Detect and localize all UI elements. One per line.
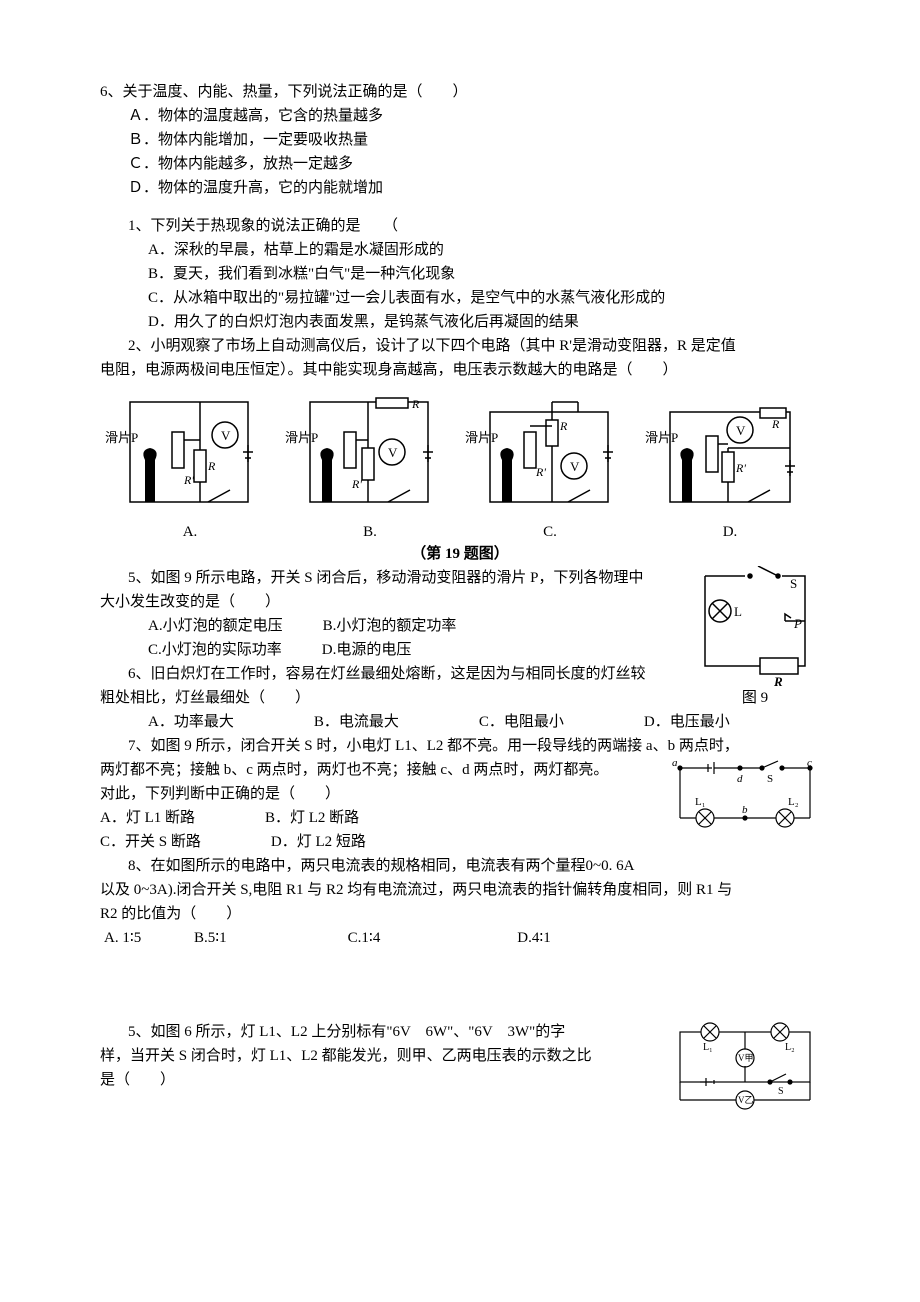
q8-l2: 以及 0~3A).闭合开关 S,电阻 R1 与 R2 均有电流流过，两只电流表的… xyxy=(100,878,820,902)
r-label: R xyxy=(771,417,780,431)
slider-label: 滑片P xyxy=(465,430,498,445)
q2-label-d: D. xyxy=(640,520,820,544)
q7-a-node: a xyxy=(672,758,678,769)
q7-c-node: c xyxy=(807,758,812,769)
q2-label-a: A. xyxy=(100,520,280,544)
q6-c: Ｃ．物体内能越多，放热一定越多 xyxy=(100,152,820,176)
q1-stem: 1、下列关于热现象的说法正确的是 （ xyxy=(100,214,820,238)
q1-c: C．从冰箱中取出的"易拉罐"过一会儿表面有水，是空气中的水蒸气液化形成的 xyxy=(100,286,820,310)
q5a-l2: 大小发生改变的是（ ） xyxy=(100,590,680,614)
q5a-d: D.电源的电压 xyxy=(322,638,412,662)
fig9: S L P R 图 9 xyxy=(690,566,820,710)
q7-l2: 两灯都不亮；接触 b、c 两点时，两灯也不亮；接触 c、d 两点时，两灯都亮。 xyxy=(100,758,660,782)
q2-fig-d: 滑片P R V R' D. xyxy=(640,390,820,544)
q6b-l1: 6、旧白炽灯在工作时，容易在灯丝最细处熔断，这是因为与相同长度的灯丝较 xyxy=(100,662,680,686)
q7-a: A．灯 L1 断路 xyxy=(100,806,195,830)
q2-l1: 2、小明观察了市场上自动测高仪后，设计了以下四个电路（其中 R'是滑动变阻器，R… xyxy=(100,334,820,358)
circuit-b-svg: 滑片P R V R' xyxy=(280,390,440,520)
q5a-a: A.小灯泡的额定电压 xyxy=(148,614,283,638)
q8-l1: 8、在如图所示的电路中，两只电流表的规格相同，电流表有两个量程0~0. 6A xyxy=(100,854,820,878)
q2-l2: 电阻，电源两极间电压恒定）。其中能实现身高越高，电压表示数越大的电路是（ ） xyxy=(100,358,820,382)
v-label: V xyxy=(388,445,398,460)
q8-d: D.4∶1 xyxy=(464,926,604,950)
q6-stem: 6、关于温度、内能、热量，下列说法正确的是（ ） xyxy=(100,80,820,104)
circuit-a-svg: 滑片P V R R' xyxy=(100,390,260,520)
rp-label: R' xyxy=(735,461,746,475)
q8-b: B.5∶1 xyxy=(194,926,264,950)
q7-l2-node: L₂ xyxy=(788,796,799,808)
q5a-c: C.小灯泡的实际功率 xyxy=(148,638,282,662)
q6b-a: A．功率最大 xyxy=(148,710,234,734)
fig9-r: R xyxy=(773,674,783,686)
q5b-l2-label: L₂ xyxy=(785,1042,795,1053)
rp-label: R' xyxy=(535,465,546,479)
rp-label: R' xyxy=(351,477,362,491)
q7-l1: 7、如图 9 所示，闭合开关 S 时，小电灯 L1、L2 都不亮。用一段导线的两… xyxy=(100,734,820,758)
q5b-fig: L₁ L₂ V甲 S V乙 xyxy=(670,1020,820,1110)
fig9-s: S xyxy=(790,576,797,591)
q8-a: A. 1∶5 xyxy=(104,926,174,950)
q2-label-b: B. xyxy=(280,520,460,544)
q7-l1-node: L₁ xyxy=(695,796,706,808)
q8-c: C.1∶4 xyxy=(284,926,444,950)
q6-b: Ｂ．物体内能增加，一定要吸收热量 xyxy=(100,128,820,152)
v-label: V xyxy=(570,459,580,474)
q5b-vy-label: V乙 xyxy=(738,1095,754,1105)
q2-fig-c: 滑片P R V R' C. xyxy=(460,390,640,544)
r-label: R xyxy=(559,419,568,433)
q1-d: D．用久了的白炽灯泡内表面发黑，是钨蒸气液化后再凝固的结果 xyxy=(100,310,820,334)
q5a-b: B.小灯泡的额定功率 xyxy=(323,614,457,638)
q5b-l1: 5、如图 6 所示，灯 L1、L2 上分别标有"6V 6W"、"6V 3W"的字 xyxy=(100,1020,660,1044)
q5b-l3: 是（ ） xyxy=(100,1068,660,1092)
q5b-s-label: S xyxy=(778,1086,784,1097)
fig9-caption: 图 9 xyxy=(690,686,820,710)
q7-b: B．灯 L2 断路 xyxy=(265,806,359,830)
v-label: V xyxy=(736,423,746,438)
q7-b-node: b xyxy=(742,804,748,816)
slider-label: 滑片P xyxy=(105,430,138,445)
q7-l3: 对此，下列判断中正确的是（ ） xyxy=(100,782,660,806)
q2-fig-b: 滑片P R V R' B. xyxy=(280,390,460,544)
q7-c: C．开关 S 断路 xyxy=(100,830,201,854)
q7-d-node: d xyxy=(737,773,743,785)
r-label: R xyxy=(411,397,420,411)
q6-a: Ａ．物体的温度越高，它含的热量越多 xyxy=(100,104,820,128)
q7-fig: a d S c b L₁ L₂ xyxy=(670,758,820,838)
q1-b: B．夏天，我们看到冰糕"白气"是一种汽化现象 xyxy=(100,262,820,286)
q8-l3: R2 的比值为（ ） xyxy=(100,902,820,926)
rp-label: R' xyxy=(183,473,194,487)
q7-s-node: S xyxy=(767,773,773,785)
fig9-p: P xyxy=(793,616,802,631)
q6b-c: C．电阻最小 xyxy=(479,710,564,734)
q2-label-c: C. xyxy=(460,520,640,544)
slider-label: 滑片P xyxy=(645,430,678,445)
q2-figure-row: 滑片P V R R' A. xyxy=(100,390,820,544)
q1-a: A．深秋的早晨，枯草上的霜是水凝固形成的 xyxy=(100,238,820,262)
circuit-c-svg: 滑片P R V R' xyxy=(460,390,620,520)
q2-caption: （第 19 题图） xyxy=(100,542,820,566)
q5a-l1: 5、如图 9 所示电路，开关 S 闭合后，移动滑动变阻器的滑片 P，下列各物理中 xyxy=(100,566,680,590)
slider-label: 滑片P xyxy=(285,430,318,445)
q5b-l2: 样，当开关 S 闭合时，灯 L1、L2 都能发光，则甲、乙两电压表的示数之比 xyxy=(100,1044,660,1068)
q7-d: D．灯 L2 短路 xyxy=(271,830,366,854)
q5b-l1-label: L₁ xyxy=(703,1042,713,1053)
circuit-d-svg: 滑片P R V R' xyxy=(640,390,800,520)
q2-fig-a: 滑片P V R R' A. xyxy=(100,390,280,544)
fig9-l: L xyxy=(734,604,742,619)
q6b-d: D．电压最小 xyxy=(644,710,730,734)
v-label: V xyxy=(221,428,231,443)
r-label: R xyxy=(207,459,216,473)
q6b-l2: 粗处相比，灯丝最细处（ ） xyxy=(100,686,680,710)
q6-d: Ｄ．物体的温度升高，它的内能就增加 xyxy=(100,176,820,200)
q6b-b: B．电流最大 xyxy=(314,710,399,734)
q5b-vj-label: V甲 xyxy=(738,1053,754,1063)
